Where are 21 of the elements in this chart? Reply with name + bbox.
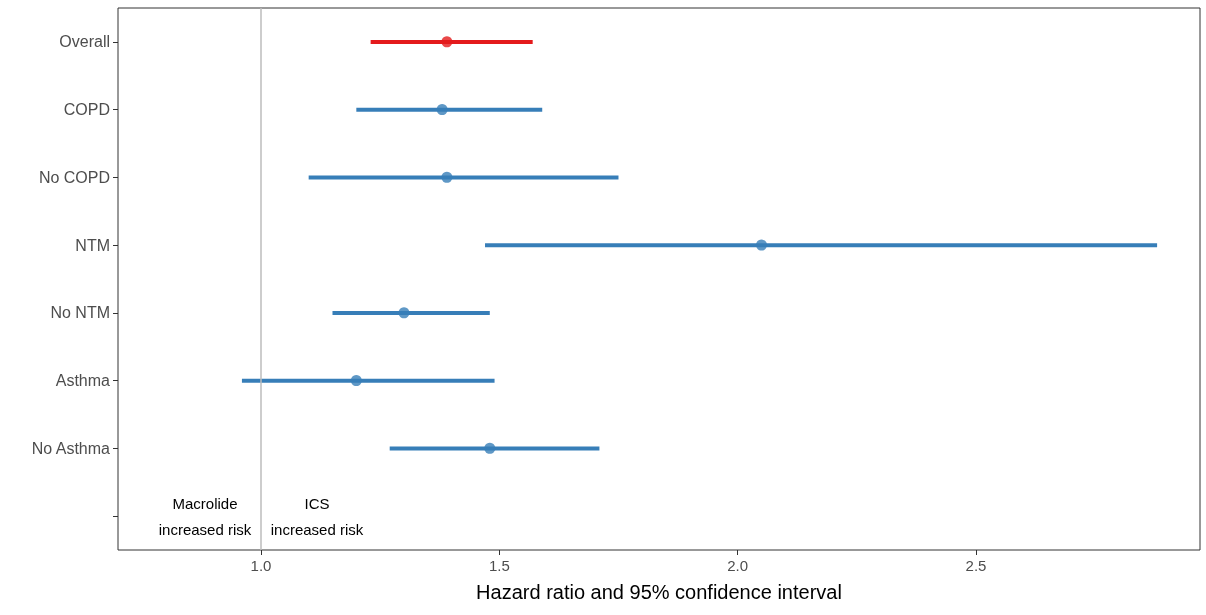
x-tick-label: 2.5 — [965, 557, 987, 574]
point — [755, 239, 767, 251]
x-tick-label: 2.0 — [727, 557, 749, 574]
x-axis-title: Hazard ratio and 95% confidence interval — [476, 581, 842, 603]
y-tick-label: No NTM — [50, 304, 110, 322]
point — [350, 375, 362, 387]
point — [484, 442, 496, 454]
point — [398, 307, 410, 319]
y-tick-label: COPD — [63, 101, 110, 119]
point — [441, 171, 453, 183]
x-tick-label: 1.5 — [488, 557, 510, 574]
y-tick-label: Overall — [59, 33, 110, 51]
y-tick-label: NTM — [75, 236, 110, 254]
x-tick-label: 1.0 — [250, 557, 272, 574]
y-tick-label: Asthma — [55, 372, 111, 390]
y-tick-label: No COPD — [38, 168, 110, 186]
annotation: ICS increased risk — [270, 494, 364, 538]
annotation: Macrolide increased risk — [158, 494, 252, 538]
point — [441, 36, 453, 48]
point — [436, 104, 448, 116]
y-tick-label: No Asthma — [31, 439, 111, 457]
